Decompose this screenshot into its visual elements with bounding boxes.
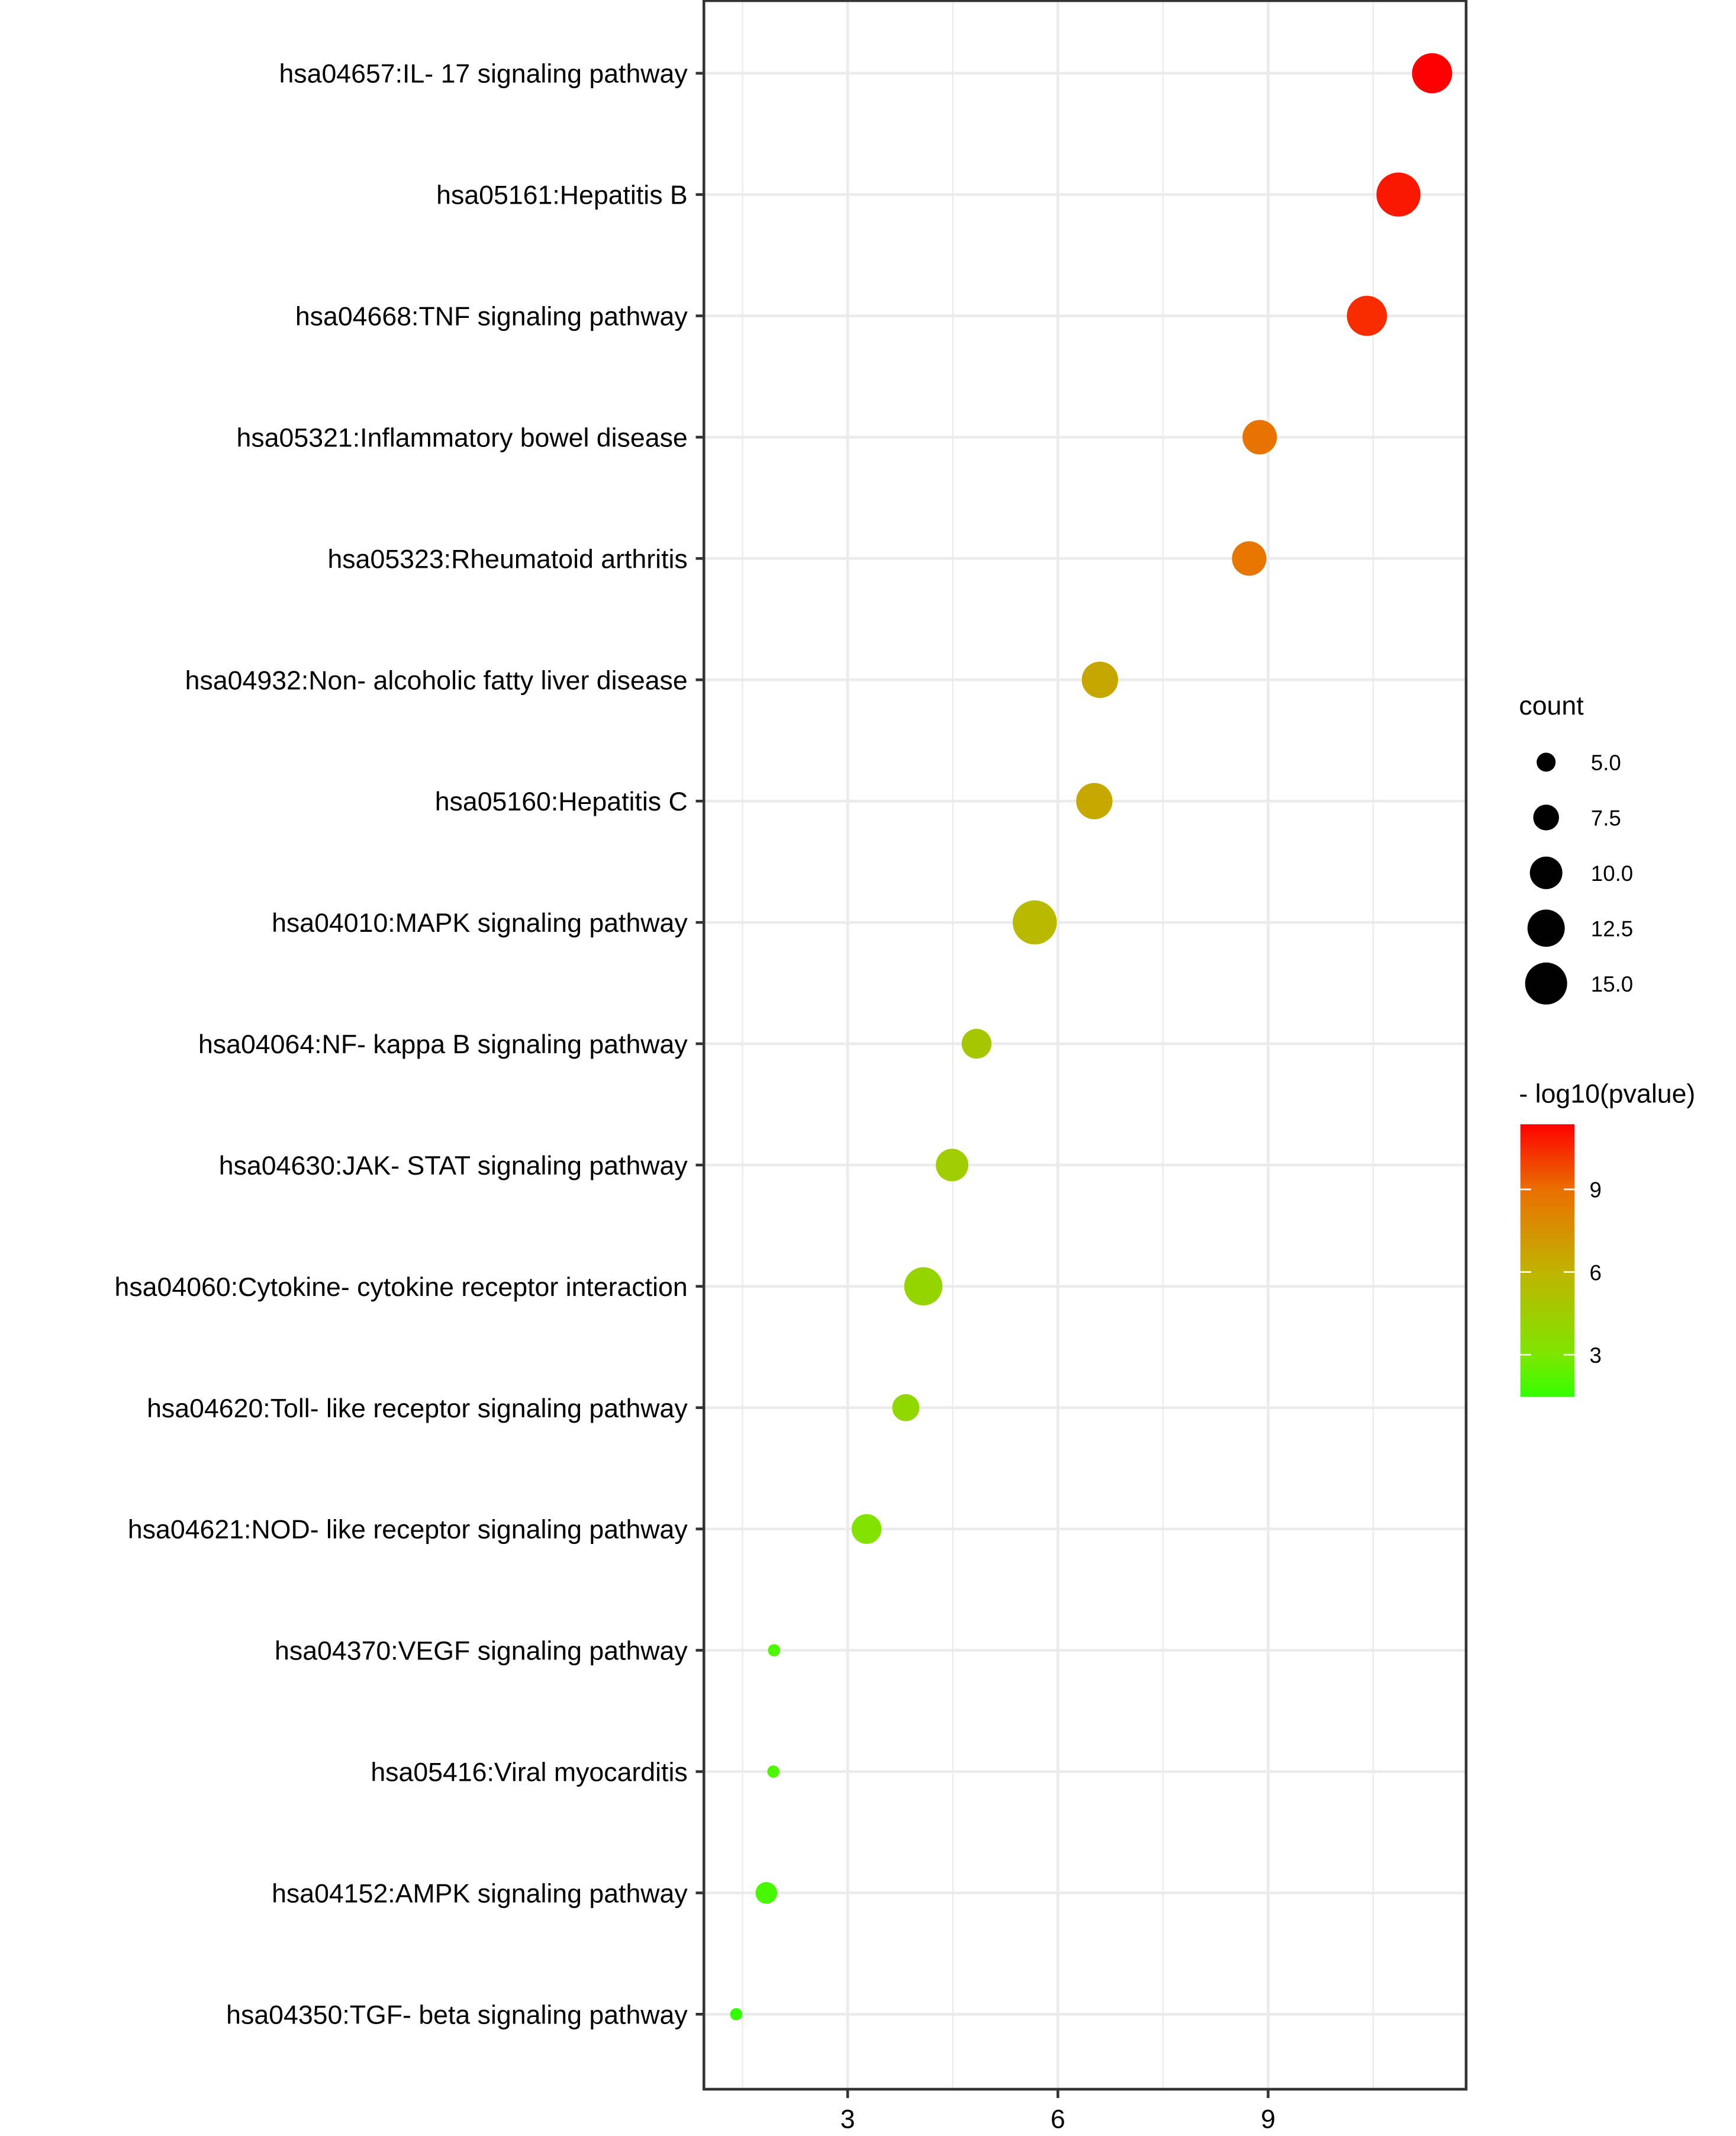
data-point: [755, 1882, 778, 1904]
colorbar-tick-label: 3: [1590, 1343, 1602, 1368]
y-tick-label: hsa05323:Rheumatoid arthritis: [327, 545, 687, 574]
y-tick-label: hsa04657:IL- 17 signaling pathway: [279, 60, 688, 89]
y-tick-label: hsa04630:JAK- STAT signaling pathway: [219, 1151, 688, 1180]
y-tick-label: hsa04932:Non- alcoholic fatty liver dise…: [185, 666, 688, 695]
y-tick-label: hsa05160:Hepatitis C: [435, 787, 688, 816]
y-tick-label: hsa04060:Cytokine- cytokine receptor int…: [115, 1273, 688, 1302]
data-point: [936, 1149, 969, 1182]
size-legend-keys: 5.0 7.5 10.0 12.5 15.0: [1525, 751, 1633, 1005]
color-legend: - log10(pvalue) 9 6 3: [1519, 1079, 1695, 1397]
data-point: [1013, 900, 1057, 945]
data-point: [851, 1514, 882, 1544]
size-legend-label: 12.5: [1591, 917, 1633, 941]
y-tick-label: hsa04668:TNF signaling pathway: [295, 303, 688, 332]
size-legend-label: 10.0: [1591, 861, 1633, 886]
grid-lines: [704, 0, 1467, 2089]
y-tick-label: hsa04350:TGF- beta signaling pathway: [226, 2000, 688, 2029]
data-point: [1081, 661, 1119, 698]
data-point: [1232, 541, 1267, 576]
size-legend-key: [1525, 962, 1567, 1005]
size-legend-title: count: [1519, 691, 1584, 720]
points-layer: [730, 53, 1452, 2021]
data-point: [768, 1644, 781, 1656]
data-point: [730, 2008, 743, 2021]
colorbar-ticks: 9 6 3: [1520, 1178, 1602, 1368]
size-legend-label: 15.0: [1591, 972, 1633, 996]
size-legend-key: [1537, 752, 1556, 772]
data-point: [892, 1394, 920, 1421]
y-tick-label: hsa04010:MAPK signaling pathway: [272, 909, 688, 938]
y-tick-label: hsa05321:Inflammatory bowel disease: [237, 423, 688, 452]
data-point: [1076, 783, 1113, 819]
data-point: [961, 1028, 992, 1059]
data-point: [1242, 420, 1277, 455]
size-legend: count 5.0 7.5 10.0 12.5 15.0: [1519, 691, 1633, 1005]
y-tick-label: hsa04064:NF- kappa B signaling pathway: [198, 1030, 688, 1059]
colorbar: [1520, 1124, 1575, 1397]
y-tick-label: hsa04620:Toll- like receptor signaling p…: [147, 1394, 688, 1423]
size-legend-key: [1529, 856, 1563, 889]
y-tick-label: hsa05416:Viral myocarditis: [371, 1758, 687, 1787]
x-tick-label: 9: [1261, 2105, 1276, 2134]
y-tick-label: hsa04370:VEGF signaling pathway: [275, 1637, 688, 1666]
data-point: [1376, 172, 1421, 217]
color-legend-title: - log10(pvalue): [1519, 1079, 1695, 1108]
y-tick-label: hsa04621:NOD- like receptor signaling pa…: [128, 1516, 688, 1545]
size-legend-label: 5.0: [1591, 751, 1621, 775]
colorbar-tick-label: 6: [1590, 1260, 1602, 1285]
size-legend-key: [1533, 805, 1559, 831]
x-axis: 3 6 9: [840, 2088, 1276, 2134]
size-legend-label: 7.5: [1591, 806, 1621, 831]
data-point: [767, 1765, 780, 1778]
y-axis-labels: hsa04657:IL- 17 signaling pathway hsa0516…: [115, 60, 704, 2029]
x-tick-label: 6: [1051, 2105, 1065, 2134]
y-tick-label: hsa05161:Hepatitis B: [436, 181, 688, 210]
y-tick-label: hsa04152:AMPK signaling pathway: [272, 1879, 688, 1908]
x-tick-label: 3: [840, 2105, 855, 2134]
colorbar-tick-label: 9: [1590, 1178, 1602, 1202]
data-point: [1412, 53, 1452, 94]
size-legend-key: [1527, 909, 1565, 947]
data-point: [1347, 295, 1387, 336]
data-point: [904, 1267, 943, 1306]
